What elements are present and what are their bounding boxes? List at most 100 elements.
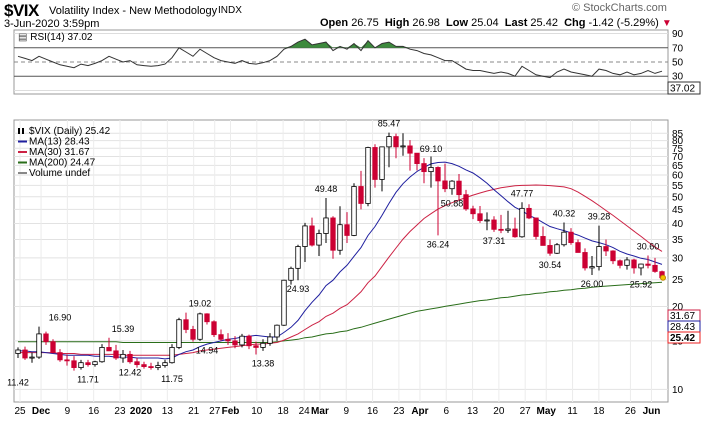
candle-body bbox=[624, 259, 630, 266]
rsi-current-badge bbox=[667, 81, 701, 95]
quote-summary: Open 26.75 High 26.98 Low 25.04 Last 25.… bbox=[320, 17, 672, 29]
price-tick-label: 65 bbox=[672, 161, 684, 172]
rsi-label: ▤ RSI(14) 37.02 bbox=[18, 32, 93, 43]
x-axis-label: 27 bbox=[520, 406, 532, 417]
candle-body bbox=[498, 228, 504, 231]
candle-body bbox=[582, 252, 588, 269]
candle-icon bbox=[18, 128, 20, 134]
price-annotation: 14.94 bbox=[196, 345, 219, 355]
x-axis-label: 2020 bbox=[130, 406, 153, 417]
candle-body bbox=[316, 233, 322, 246]
x-axis-label: 13 bbox=[162, 406, 174, 417]
price-annotation: 85.47 bbox=[378, 119, 401, 129]
price-annotation: 25.92 bbox=[630, 279, 653, 289]
value-badge-text: 31.67 bbox=[670, 311, 695, 322]
candle-body bbox=[260, 342, 266, 348]
x-axis-label: Mar bbox=[311, 406, 329, 417]
candle-body bbox=[386, 136, 392, 148]
price-annotation: 26.00 bbox=[581, 279, 604, 289]
candle-body bbox=[22, 349, 28, 359]
candle-body bbox=[393, 136, 399, 148]
price-tick-label: 10 bbox=[672, 385, 684, 396]
price-tick-label: 70 bbox=[672, 152, 684, 163]
candle-body bbox=[589, 266, 595, 269]
last-value: 25.42 bbox=[530, 17, 558, 29]
candle-body bbox=[547, 245, 553, 254]
price-annotation: 15.39 bbox=[112, 324, 135, 334]
x-axis-label: 13 bbox=[467, 406, 479, 417]
price-annotation: 69.10 bbox=[420, 144, 443, 154]
candle-body bbox=[330, 217, 336, 251]
candle-body bbox=[358, 186, 364, 204]
candle-body bbox=[148, 366, 154, 368]
candle-body bbox=[344, 224, 350, 236]
candle-body bbox=[470, 208, 476, 215]
price-annotation: 19.02 bbox=[189, 298, 212, 308]
legend-entry: Volume undef bbox=[29, 168, 90, 179]
candle-body bbox=[92, 361, 98, 366]
candle-body bbox=[204, 313, 210, 323]
low-value: 25.04 bbox=[471, 17, 499, 29]
price-annotation: 16.90 bbox=[49, 313, 72, 323]
candle-body bbox=[323, 217, 329, 234]
candle-body bbox=[162, 362, 168, 366]
candle-body bbox=[281, 279, 287, 326]
rsi-bars-icon: ▤ bbox=[18, 32, 30, 43]
rsi-tick-label: 70 bbox=[672, 43, 684, 54]
candle-body bbox=[120, 353, 126, 359]
candle-body bbox=[15, 349, 21, 354]
candle-body bbox=[50, 341, 56, 353]
candle-body bbox=[134, 361, 140, 366]
legend-entry: MA(30) 31.67 bbox=[29, 147, 90, 158]
price-tick-label: 25 bbox=[672, 275, 684, 286]
candle-body bbox=[225, 338, 231, 342]
stockcharts-logo[interactable]: © StockCharts.com bbox=[572, 2, 667, 14]
quote-datetime: 3-Jun-2020 3:59pm bbox=[4, 18, 100, 30]
candle-body bbox=[456, 180, 462, 196]
x-axis-label: 9 bbox=[343, 406, 349, 417]
high-value: 26.98 bbox=[412, 17, 440, 29]
candle-body bbox=[71, 360, 77, 368]
rsi-tick-label: 50 bbox=[672, 58, 684, 69]
candle-body bbox=[239, 335, 245, 346]
x-axis-label: 21 bbox=[188, 406, 200, 417]
candle-body bbox=[337, 224, 343, 251]
candle-body bbox=[211, 321, 217, 336]
x-axis-label: 16 bbox=[88, 406, 100, 417]
candle-body bbox=[596, 246, 602, 268]
candle-body bbox=[127, 353, 133, 363]
legend-entry: MA(13) 28.43 bbox=[29, 137, 90, 148]
x-axis-label: Feb bbox=[222, 406, 240, 417]
candle-body bbox=[540, 236, 546, 246]
x-axis-label: 18 bbox=[593, 406, 605, 417]
candle-icon bbox=[22, 128, 24, 134]
symbol-description: Volatility Index - New Methodology bbox=[49, 5, 218, 17]
x-axis-label: May bbox=[537, 406, 557, 417]
x-axis-label: 6 bbox=[443, 406, 449, 417]
candle-body bbox=[631, 259, 637, 269]
x-axis-label: 10 bbox=[251, 406, 263, 417]
price-tick-label: 80 bbox=[672, 136, 684, 147]
candle-body bbox=[190, 329, 196, 340]
candle-body bbox=[57, 352, 63, 361]
price-annotation: 11.71 bbox=[77, 375, 99, 385]
candle-body bbox=[183, 319, 189, 330]
candle-body bbox=[463, 194, 469, 210]
x-axis-label: 23 bbox=[393, 406, 405, 417]
candle-body bbox=[197, 313, 203, 340]
candle-body bbox=[379, 146, 385, 180]
x-axis-label: 18 bbox=[278, 406, 290, 417]
rsi-panel: ▤ RSI(14) 37.02 9070503010 37.02 bbox=[13, 29, 701, 97]
candle-body bbox=[533, 217, 539, 237]
price-annotation: 11.42 bbox=[7, 378, 29, 388]
x-axis-label: 27 bbox=[209, 406, 221, 417]
candle-body bbox=[428, 167, 434, 173]
x-axis-label: 24 bbox=[299, 406, 311, 417]
candle-body bbox=[351, 186, 357, 236]
candle-body bbox=[603, 246, 609, 252]
price-tick-label: 55 bbox=[672, 181, 684, 192]
candle-body bbox=[645, 263, 651, 266]
candle-body bbox=[78, 362, 84, 368]
rsi-tick-label: 90 bbox=[672, 29, 684, 40]
